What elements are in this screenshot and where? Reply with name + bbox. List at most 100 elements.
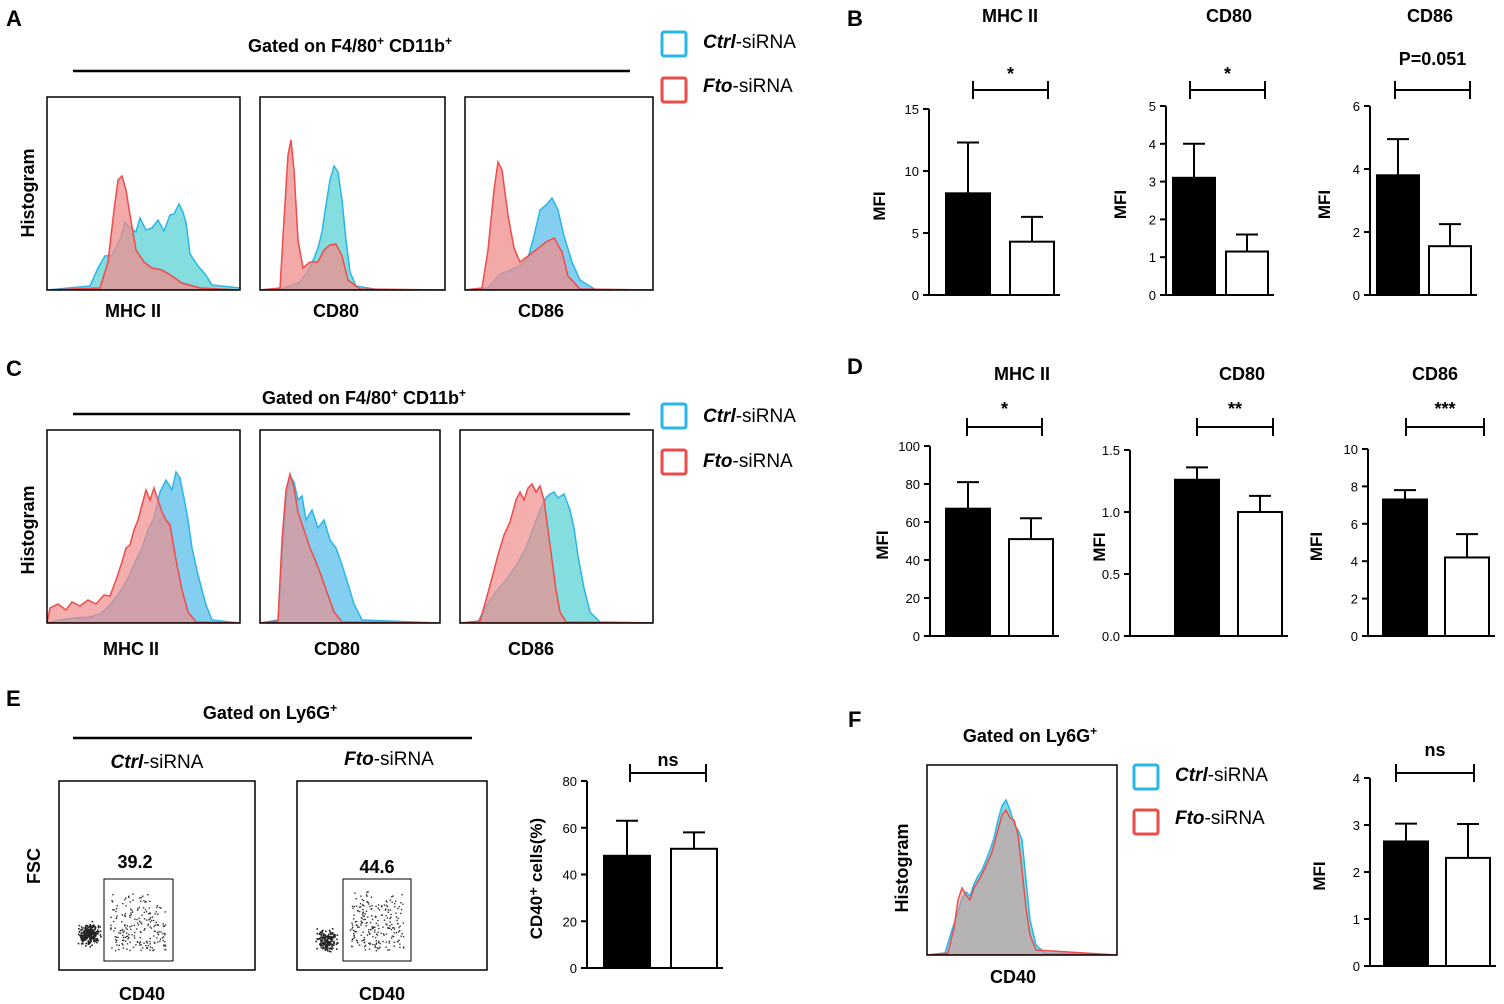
event-dot	[391, 927, 394, 929]
event-dot	[149, 916, 152, 919]
event-dot	[397, 907, 399, 910]
event-dot	[351, 928, 353, 930]
significance-label: ns	[1424, 740, 1445, 760]
significance-label: *	[1001, 399, 1008, 419]
y-tick-label: 20	[563, 914, 577, 929]
event-dot	[157, 913, 159, 915]
event-dot	[87, 929, 90, 931]
event-dot	[81, 939, 84, 942]
event-dot	[121, 921, 123, 923]
event-dot	[370, 896, 373, 898]
event-dot	[93, 940, 96, 943]
event-dot	[144, 908, 147, 911]
event-dot	[382, 933, 385, 935]
event-dot	[148, 907, 151, 909]
event-dot	[377, 948, 379, 950]
event-dot	[140, 931, 142, 934]
event-dot	[325, 939, 327, 942]
event-dot	[87, 941, 90, 944]
event-dot	[85, 928, 87, 931]
event-dot	[121, 928, 124, 931]
event-dot	[146, 947, 148, 949]
event-dot	[402, 903, 404, 905]
event-dot	[389, 921, 391, 923]
event-dot	[111, 901, 114, 903]
event-dot	[332, 947, 334, 950]
event-dot	[386, 924, 388, 926]
event-dot	[147, 923, 150, 926]
event-dot	[137, 907, 139, 910]
event-dot	[385, 900, 388, 902]
event-dot	[395, 912, 397, 914]
bar-chart-d-cd80: CD80 MFI 0.0 0.5 1.0 1.5 **	[1090, 364, 1288, 644]
event-dot	[368, 932, 371, 935]
event-dot	[391, 923, 393, 926]
event-dot	[158, 931, 160, 933]
chart-title: CD86	[1412, 364, 1458, 384]
event-dot	[326, 944, 329, 947]
event-dot	[152, 949, 154, 952]
event-dot	[399, 929, 401, 932]
event-dot	[375, 949, 378, 952]
y-axis-label: MFI	[870, 191, 889, 220]
legend-swatch-fto	[660, 76, 688, 104]
event-dot	[139, 942, 141, 944]
event-dot	[99, 930, 102, 933]
event-dot	[90, 929, 92, 931]
event-dot	[164, 941, 166, 943]
event-dot	[352, 907, 354, 910]
event-dot	[394, 903, 396, 905]
event-dot	[368, 929, 370, 931]
event-dot	[359, 906, 362, 908]
event-dot	[86, 937, 89, 940]
event-dot	[377, 924, 379, 927]
event-dot	[126, 943, 129, 945]
event-dot	[115, 907, 118, 910]
event-dot	[116, 905, 118, 907]
event-dot	[83, 927, 85, 929]
event-dot	[366, 891, 368, 894]
event-dot	[331, 940, 333, 942]
event-dot	[363, 905, 365, 907]
event-dot	[387, 926, 389, 929]
event-dot	[391, 895, 393, 898]
event-dot	[377, 907, 379, 909]
y-axis-label: MFI	[1310, 861, 1329, 890]
event-dot	[356, 909, 359, 912]
event-dot	[154, 924, 156, 927]
y-tick-label: 80	[906, 477, 920, 492]
event-dot	[327, 941, 329, 944]
event-dot	[162, 939, 164, 942]
legend-f: Ctrl-siRNA Fto-siRNA	[1132, 763, 1268, 836]
histogram-c-cd80	[260, 471, 440, 623]
y-tick-label: 0.5	[1102, 567, 1120, 582]
y-tick-label: 100	[898, 439, 920, 454]
event-dot	[99, 934, 102, 936]
event-dot	[374, 926, 376, 929]
event-dot	[399, 943, 401, 945]
event-dot	[363, 936, 366, 939]
event-dot	[351, 945, 353, 948]
event-dot	[149, 921, 152, 923]
significance-label: P=0.051	[1399, 49, 1467, 69]
y-tick-label: 2	[1353, 225, 1360, 240]
event-dot	[141, 923, 143, 925]
fto-curve	[927, 808, 1117, 955]
event-dot	[391, 937, 393, 939]
y-tick-label: 2	[1351, 592, 1358, 607]
event-dot	[156, 937, 158, 939]
event-dot	[324, 945, 327, 948]
event-dot	[136, 909, 139, 911]
event-dot	[365, 910, 368, 913]
event-dot	[362, 915, 364, 917]
y-tick-label: 3	[1353, 818, 1360, 833]
bar-fto	[1444, 556, 1490, 638]
event-dot	[319, 931, 322, 933]
event-dot	[322, 946, 324, 948]
y-tick-label: 5	[912, 226, 919, 241]
event-dot	[86, 931, 88, 933]
y-tick-label: 5	[1149, 99, 1156, 114]
event-dot	[323, 934, 325, 937]
event-dot	[336, 948, 338, 950]
event-dot	[330, 940, 332, 942]
